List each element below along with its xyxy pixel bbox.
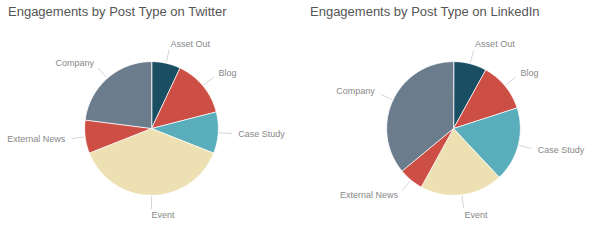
svg-text:External News: External News (7, 134, 66, 144)
svg-text:Company: Company (336, 86, 375, 96)
html-text:Engagements by Post Type on Tw: Engagements by Post Type on Twitter (8, 4, 227, 19)
svg-text:Blog: Blog (520, 68, 538, 78)
svg-text:Event: Event (464, 210, 488, 220)
svg-text:External News: External News (340, 190, 399, 200)
svg-text:Blog: Blog (218, 68, 236, 78)
svg-text:Case Study: Case Study (238, 129, 285, 139)
svg-text:Asset Out: Asset Out (475, 39, 515, 49)
svg-text:Case Study: Case Study (538, 145, 585, 155)
svg-text:Asset Out: Asset Out (170, 39, 210, 49)
svg-text:Company: Company (55, 58, 94, 68)
html-text:Engagements by Post Type on Li: Engagements by Post Type on LinkedIn (310, 4, 540, 19)
svg-text:Event: Event (152, 210, 176, 220)
